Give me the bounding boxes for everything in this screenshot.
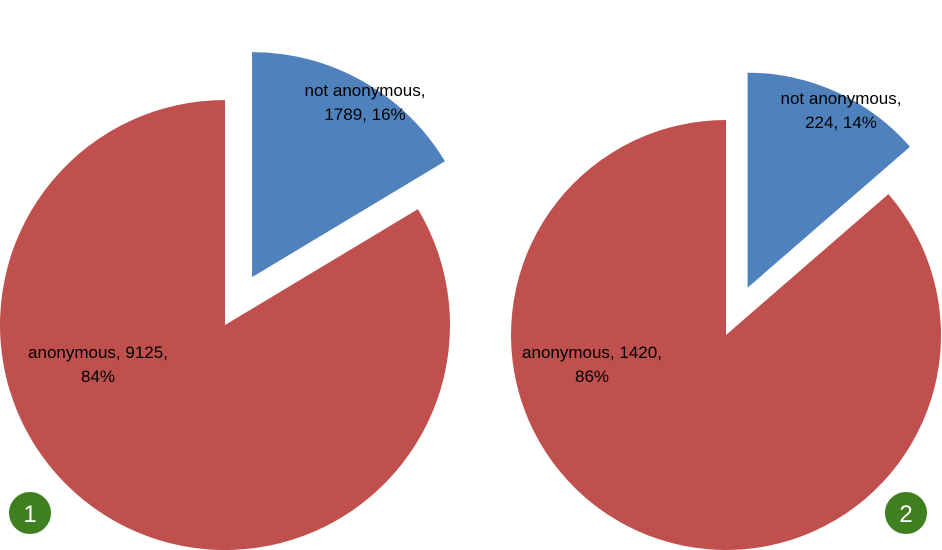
pie-chart-2: not anonymous, 224, 14% anonymous, 1420, 86…: [511, 72, 942, 550]
data-label-line: 1789, 16%: [324, 105, 405, 124]
pie-slice-not-anonymous: [252, 52, 445, 278]
data-label-not-anonymous: not anonymous, 1789, 16%: [305, 81, 426, 124]
data-label-line: anonymous, 9125,: [28, 343, 168, 362]
pie-slice-anonymous: [0, 100, 450, 550]
data-label-line: not anonymous,: [305, 81, 426, 100]
data-label-line: 84%: [81, 367, 115, 386]
pie-slice-anonymous: [511, 120, 942, 550]
number-badge-label: 2: [899, 501, 912, 528]
pie-slice-not-anonymous: [747, 72, 910, 288]
data-label-anonymous: anonymous, 9125, 84%: [28, 343, 168, 386]
number-badge: [7, 490, 53, 536]
data-label-line: anonymous, 1420,: [522, 343, 662, 362]
data-label-not-anonymous: not anonymous, 224, 14%: [781, 89, 902, 132]
data-label-line: 224, 14%: [805, 113, 877, 132]
data-label-anonymous: anonymous, 1420, 86%: [522, 343, 662, 386]
number-badge: [883, 490, 929, 536]
data-label-line: 86%: [575, 367, 609, 386]
pie-chart-1: not anonymous, 1789, 16% anonymous, 9125, 8…: [0, 52, 450, 550]
data-label-line: not anonymous,: [781, 89, 902, 108]
number-badge-label: 1: [23, 501, 36, 528]
